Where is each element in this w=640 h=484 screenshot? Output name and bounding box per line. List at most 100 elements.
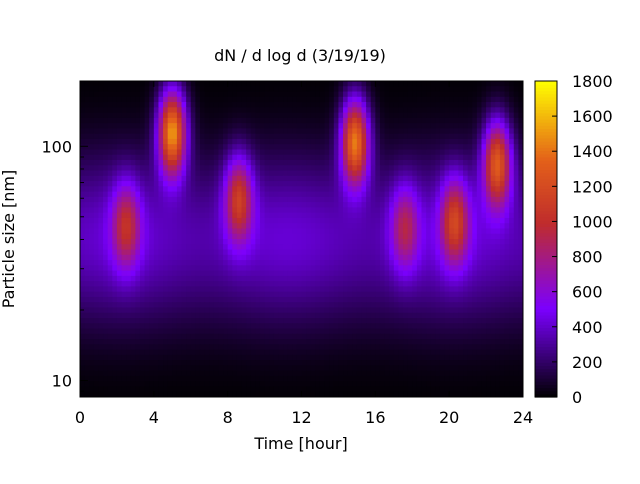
heatmap-cell: [186, 128, 192, 135]
heatmap-cell: [416, 312, 423, 319]
heatmap-cell: [264, 233, 270, 240]
heatmap-cell: [107, 128, 113, 135]
heatmap-cell: [250, 144, 256, 151]
heatmap-cell: [283, 312, 289, 319]
heatmap-cell: [273, 260, 280, 266]
heatmap-cell: [449, 302, 455, 309]
heatmap-cell: [190, 275, 196, 282]
heatmap-cell: [352, 328, 358, 335]
heatmap-cell: [264, 123, 270, 129]
heatmap-cell: [384, 175, 390, 182]
heatmap-cell: [223, 265, 229, 272]
heatmap-cell: [204, 260, 210, 266]
heatmap-cell: [273, 270, 280, 277]
heatmap-cell: [476, 239, 483, 245]
heatmap-cell: [186, 186, 192, 193]
heatmap-cell: [255, 302, 261, 309]
heatmap-cell: [352, 260, 358, 266]
heatmap-cell: [352, 81, 358, 87]
heatmap-cell: [167, 128, 173, 135]
heatmap-cell: [167, 270, 173, 277]
heatmap-cell: [467, 333, 473, 340]
heatmap-cell: [98, 239, 104, 245]
heatmap-cell: [412, 175, 418, 182]
heatmap-cell: [195, 138, 201, 145]
heatmap-cell: [343, 249, 349, 256]
heatmap-cell: [80, 128, 86, 135]
heatmap-cell: [449, 312, 455, 319]
heatmap-cell: [269, 291, 275, 298]
heatmap-cell: [167, 175, 173, 182]
heatmap-cell: [407, 333, 413, 340]
heatmap-cell: [84, 144, 90, 151]
heatmap-cell: [139, 260, 146, 266]
heatmap-cell: [269, 349, 275, 356]
heatmap-cell: [149, 254, 155, 261]
heatmap-cell: [246, 333, 252, 340]
heatmap-cell: [126, 254, 132, 261]
heatmap-cell: [412, 123, 418, 129]
heatmap-cell: [361, 202, 367, 208]
heatmap-cell: [370, 107, 376, 114]
heatmap-cell: [89, 323, 95, 330]
heatmap-cell: [116, 239, 123, 245]
heatmap-cell: [398, 270, 404, 277]
heatmap-cell: [416, 181, 423, 187]
heatmap-cell: [273, 170, 280, 177]
heatmap-cell: [398, 191, 404, 198]
heatmap-cell: [518, 318, 523, 324]
heatmap-cell: [158, 244, 164, 251]
heatmap-cell: [232, 323, 238, 330]
heatmap-cell: [449, 160, 455, 166]
heatmap-cell: [135, 312, 141, 319]
heatmap-cell: [513, 96, 519, 103]
heatmap-cell: [453, 249, 459, 256]
heatmap-cell: [84, 323, 90, 330]
heatmap-cell: [213, 123, 220, 129]
heatmap-cell: [518, 312, 523, 319]
heatmap-cell: [93, 91, 100, 98]
heatmap-cell: [347, 333, 353, 340]
heatmap-cell: [213, 302, 220, 309]
heatmap-cell: [89, 307, 95, 314]
heatmap-cell: [287, 223, 293, 230]
heatmap-cell: [329, 333, 335, 340]
heatmap-cell: [356, 249, 363, 256]
heatmap-cell: [444, 228, 450, 235]
heatmap-cell: [144, 339, 150, 345]
heatmap-cell: [273, 138, 280, 145]
heatmap-cell: [504, 175, 510, 182]
heatmap-cell: [269, 223, 275, 230]
heatmap-cell: [370, 260, 376, 266]
heatmap-cell: [209, 281, 215, 287]
heatmap-cell: [490, 102, 496, 108]
heatmap-cell: [126, 154, 132, 161]
heatmap-cell: [343, 328, 349, 335]
heatmap-cell: [338, 86, 344, 93]
heatmap-cell: [426, 260, 432, 266]
heatmap-cell: [227, 307, 233, 314]
heatmap-cell: [163, 254, 169, 261]
heatmap-cell: [375, 249, 381, 256]
heatmap-cell: [403, 154, 409, 161]
heatmap-cell: [218, 312, 224, 319]
heatmap-cell: [144, 312, 150, 319]
heatmap-cell: [361, 328, 367, 335]
heatmap-cell: [121, 339, 127, 345]
heatmap-cell: [430, 265, 436, 272]
heatmap-cell: [236, 260, 243, 266]
heatmap-cell: [319, 244, 326, 251]
heatmap-cell: [296, 128, 303, 135]
heatmap-cell: [379, 186, 386, 193]
heatmap-cell: [172, 270, 178, 277]
heatmap-cell: [246, 81, 252, 87]
heatmap-cell: [255, 244, 261, 251]
heatmap-cell: [384, 270, 390, 277]
heatmap-cell: [250, 349, 256, 356]
heatmap-cell: [416, 307, 423, 314]
heatmap-cell: [476, 149, 483, 156]
heatmap-cell: [389, 323, 395, 330]
heatmap-cell: [384, 328, 390, 335]
heatmap-cell: [421, 254, 427, 261]
heatmap-cell: [301, 128, 307, 135]
